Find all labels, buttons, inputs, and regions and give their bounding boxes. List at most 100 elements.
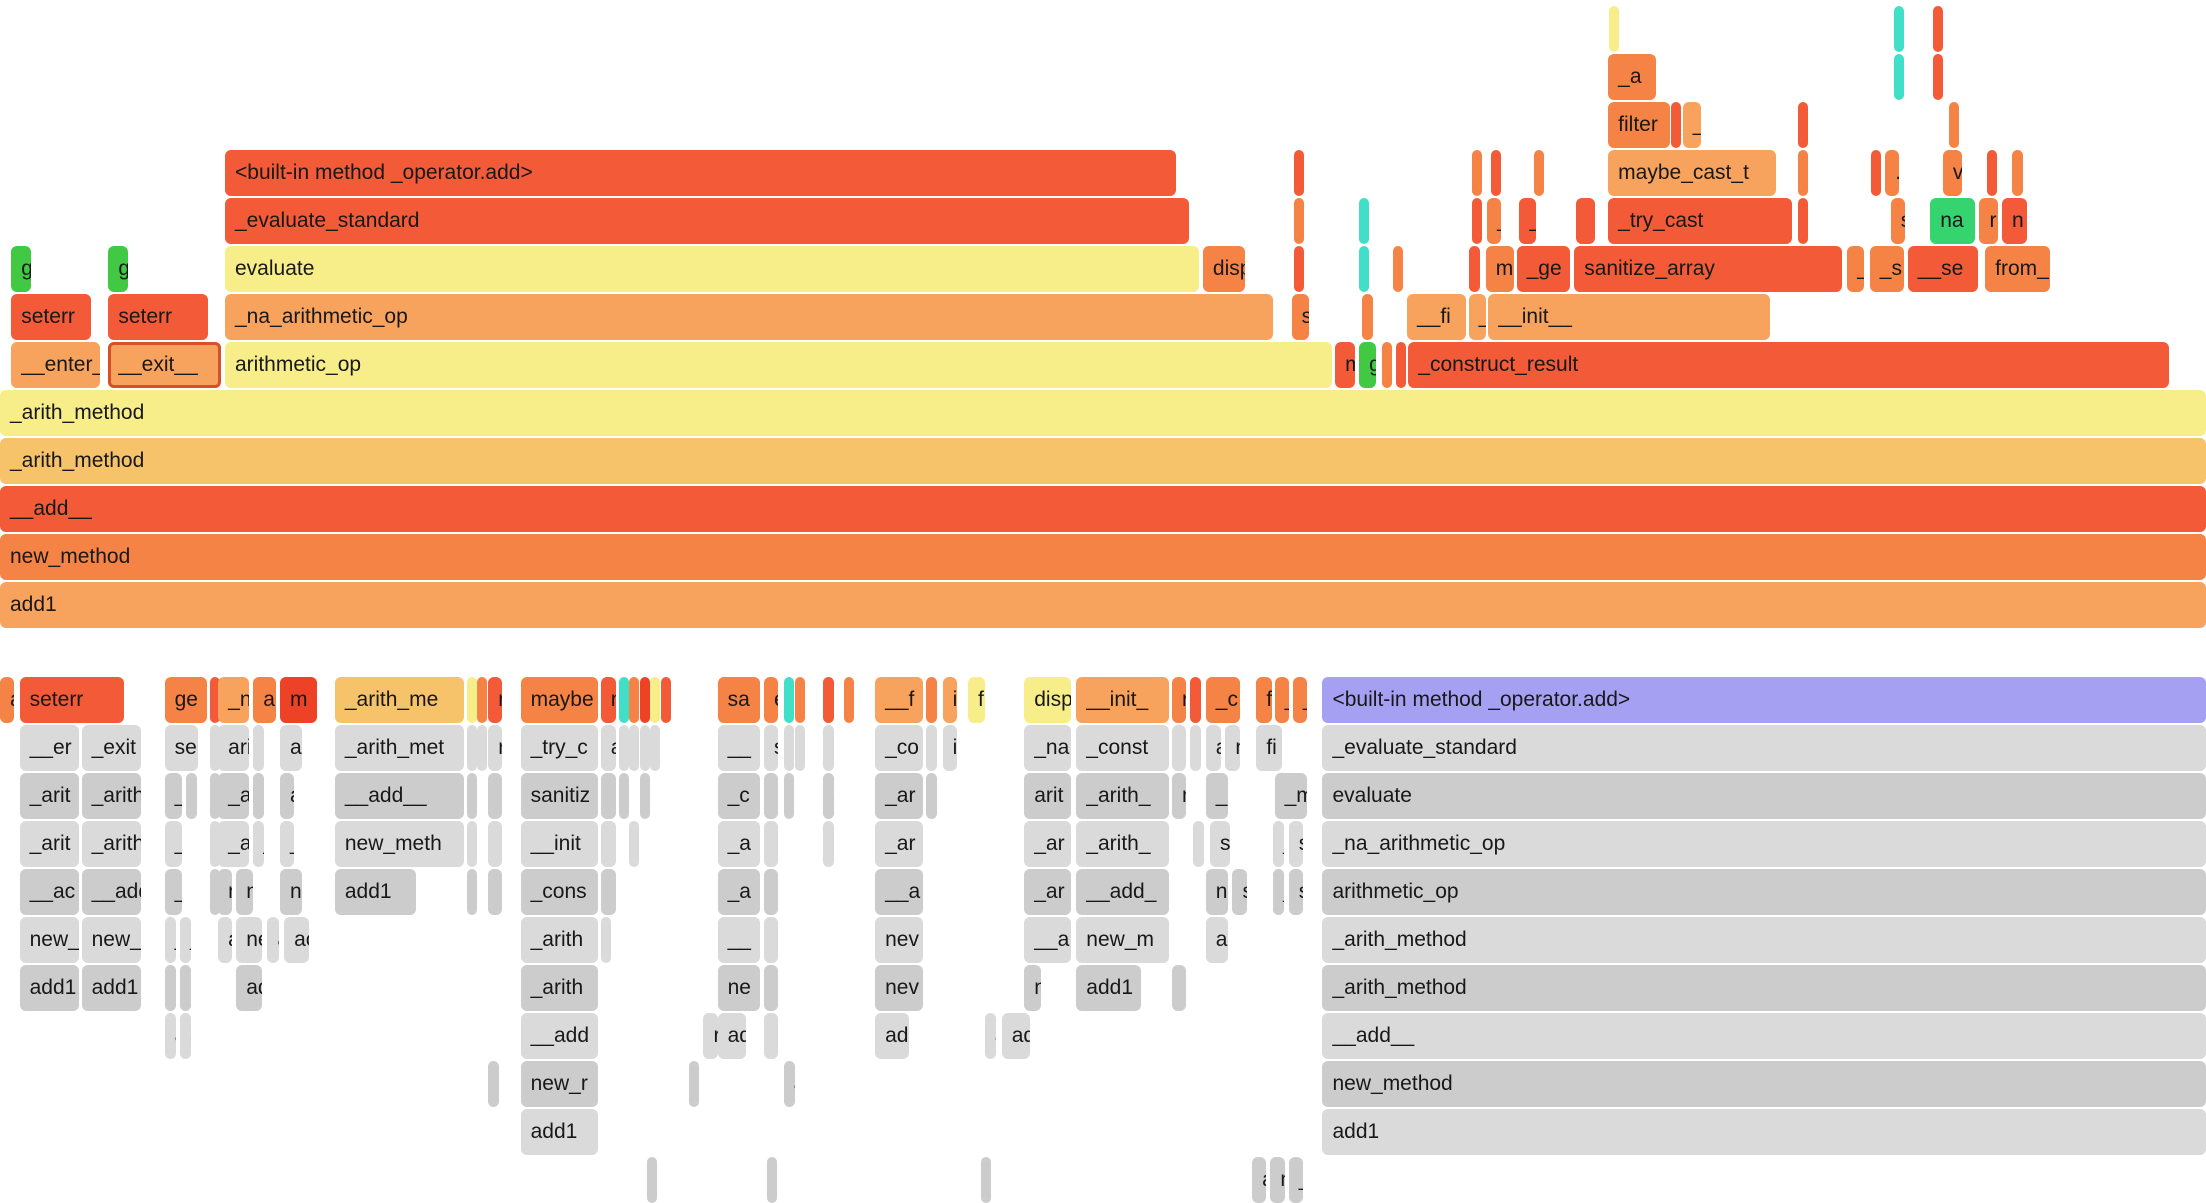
flame-frame[interactable]: __init__: [1488, 294, 1770, 340]
flame-frame[interactable]: seterr: [11, 294, 92, 340]
flame-frame[interactable]: n: [218, 869, 233, 915]
flame-frame[interactable]: a: [267, 917, 279, 963]
flame-frame[interactable]: [980, 1157, 991, 1203]
flame-frame[interactable]: s: [1890, 198, 1905, 244]
flame-frame[interactable]: [488, 869, 503, 915]
flame-frame[interactable]: [823, 677, 835, 723]
flame-frame[interactable]: s: [763, 725, 779, 771]
flame-frame[interactable]: n: [1270, 1157, 1285, 1203]
flame-frame[interactable]: [763, 821, 779, 867]
flame-frame[interactable]: ac: [284, 917, 310, 963]
flame-frame[interactable]: __fi: [1406, 294, 1467, 340]
flame-frame[interactable]: s: [1288, 821, 1303, 867]
flame-frame[interactable]: __init_: [1076, 677, 1170, 723]
flame-frame[interactable]: [1671, 102, 1682, 148]
flame-frame[interactable]: add1: [520, 1109, 599, 1155]
flame-frame[interactable]: nc: [1205, 869, 1229, 915]
flame-frame[interactable]: [783, 725, 794, 771]
flame-frame[interactable]: a: [180, 1013, 192, 1059]
flame-frame[interactable]: _a: [717, 869, 760, 915]
flame-frame[interactable]: [1609, 6, 1620, 52]
flame-frame[interactable]: _c: [717, 773, 760, 819]
flame-frame[interactable]: [925, 677, 937, 723]
flame-frame[interactable]: [649, 725, 660, 771]
flame-frame[interactable]: add1: [334, 869, 417, 915]
flame-frame[interactable]: v: [1942, 150, 1963, 196]
flame-frame[interactable]: _construct_result: [1408, 342, 2170, 388]
flame-frame[interactable]: a: [600, 725, 617, 771]
flame-frame[interactable]: _arit: [19, 821, 79, 867]
flame-frame[interactable]: new_r: [520, 1061, 599, 1107]
flame-frame[interactable]: [253, 773, 265, 819]
flame-frame[interactable]: a: [164, 1013, 176, 1059]
flame-frame[interactable]: _co: [875, 725, 923, 771]
flame-frame[interactable]: <built-in method _operator.add>: [225, 150, 1176, 196]
flame-frame[interactable]: [1986, 150, 1997, 196]
flame-frame[interactable]: i: [689, 1061, 700, 1107]
flame-frame[interactable]: [763, 869, 779, 915]
flame-frame[interactable]: _arith_method: [1322, 965, 2206, 1011]
flame-frame[interactable]: n: [2001, 198, 2028, 244]
flame-frame[interactable]: _evaluate_standard: [225, 198, 1189, 244]
flame-frame[interactable]: [925, 725, 937, 771]
flame-frame[interactable]: [619, 677, 629, 723]
flame-frame[interactable]: _cons: [520, 869, 599, 915]
flame-frame[interactable]: [209, 677, 220, 723]
flame-frame[interactable]: _: [164, 773, 182, 819]
flame-frame[interactable]: r: [164, 965, 176, 1011]
flame-frame[interactable]: [185, 773, 197, 819]
flame-frame[interactable]: f: [467, 725, 477, 771]
flame-frame[interactable]: [209, 725, 220, 771]
flame-frame[interactable]: evaluate: [225, 246, 1199, 292]
flame-frame[interactable]: [647, 1157, 658, 1203]
flame-frame[interactable]: [476, 725, 487, 771]
flame-frame[interactable]: [1491, 150, 1502, 196]
flame-frame[interactable]: from_: [1985, 246, 2050, 292]
flame-frame[interactable]: __init: [520, 821, 599, 867]
flame-frame[interactable]: s: [1232, 869, 1247, 915]
flame-frame[interactable]: [628, 677, 639, 723]
flame-frame[interactable]: r: [1979, 198, 1998, 244]
flame-frame[interactable]: sanitize_array: [1574, 246, 1842, 292]
flame-frame[interactable]: a: [1205, 725, 1222, 771]
flame-frame[interactable]: n: [1172, 773, 1187, 819]
flame-frame[interactable]: _ar: [1024, 821, 1071, 867]
flame-frame[interactable]: s: [1288, 869, 1303, 915]
flame-frame[interactable]: ad: [717, 1013, 746, 1059]
flame-frame[interactable]: a: [488, 1061, 500, 1107]
flame-frame[interactable]: new_r: [81, 917, 141, 963]
flame-frame[interactable]: [1172, 725, 1187, 771]
flame-frame[interactable]: disp: [1024, 677, 1071, 723]
flame-frame[interactable]: [763, 1013, 779, 1059]
flame-frame[interactable]: ge: [164, 677, 207, 723]
flame-frame[interactable]: m: [1335, 342, 1355, 388]
flame-frame[interactable]: [1948, 102, 1959, 148]
flame-frame[interactable]: _arith: [520, 917, 599, 963]
flame-frame[interactable]: _ge: [1516, 246, 1570, 292]
flame-frame[interactable]: maybe: [520, 677, 599, 723]
flame-frame[interactable]: _arith_met: [334, 725, 465, 771]
flame-frame[interactable]: _try_c: [520, 725, 599, 771]
flame-frame[interactable]: [823, 821, 835, 867]
flame-frame[interactable]: [1190, 725, 1202, 771]
flame-frame[interactable]: __add_: [1076, 869, 1170, 915]
flame-frame[interactable]: [763, 773, 779, 819]
flame-frame[interactable]: [1893, 54, 1904, 100]
flame-frame[interactable]: arit: [1024, 773, 1071, 819]
flame-frame[interactable]: n: [1225, 725, 1240, 771]
flame-frame[interactable]: nc: [279, 869, 303, 915]
flame-frame[interactable]: add: [1001, 1013, 1030, 1059]
flame-frame[interactable]: [619, 773, 629, 819]
flame-frame[interactable]: na: [1930, 198, 1976, 244]
flame-frame[interactable]: r: [1468, 246, 1480, 292]
flame-frame[interactable]: s_: [1209, 821, 1230, 867]
flame-frame[interactable]: [766, 1157, 777, 1203]
flame-frame[interactable]: [794, 725, 805, 771]
flame-frame[interactable]: nev: [875, 917, 923, 963]
flame-frame[interactable]: ne: [717, 965, 760, 1011]
flame-frame[interactable]: _na: [1024, 725, 1071, 771]
flame-frame[interactable]: _: [180, 917, 192, 963]
flame-frame[interactable]: add1: [81, 965, 141, 1011]
flame-frame[interactable]: [628, 725, 639, 771]
flame-frame[interactable]: _const: [1076, 725, 1170, 771]
